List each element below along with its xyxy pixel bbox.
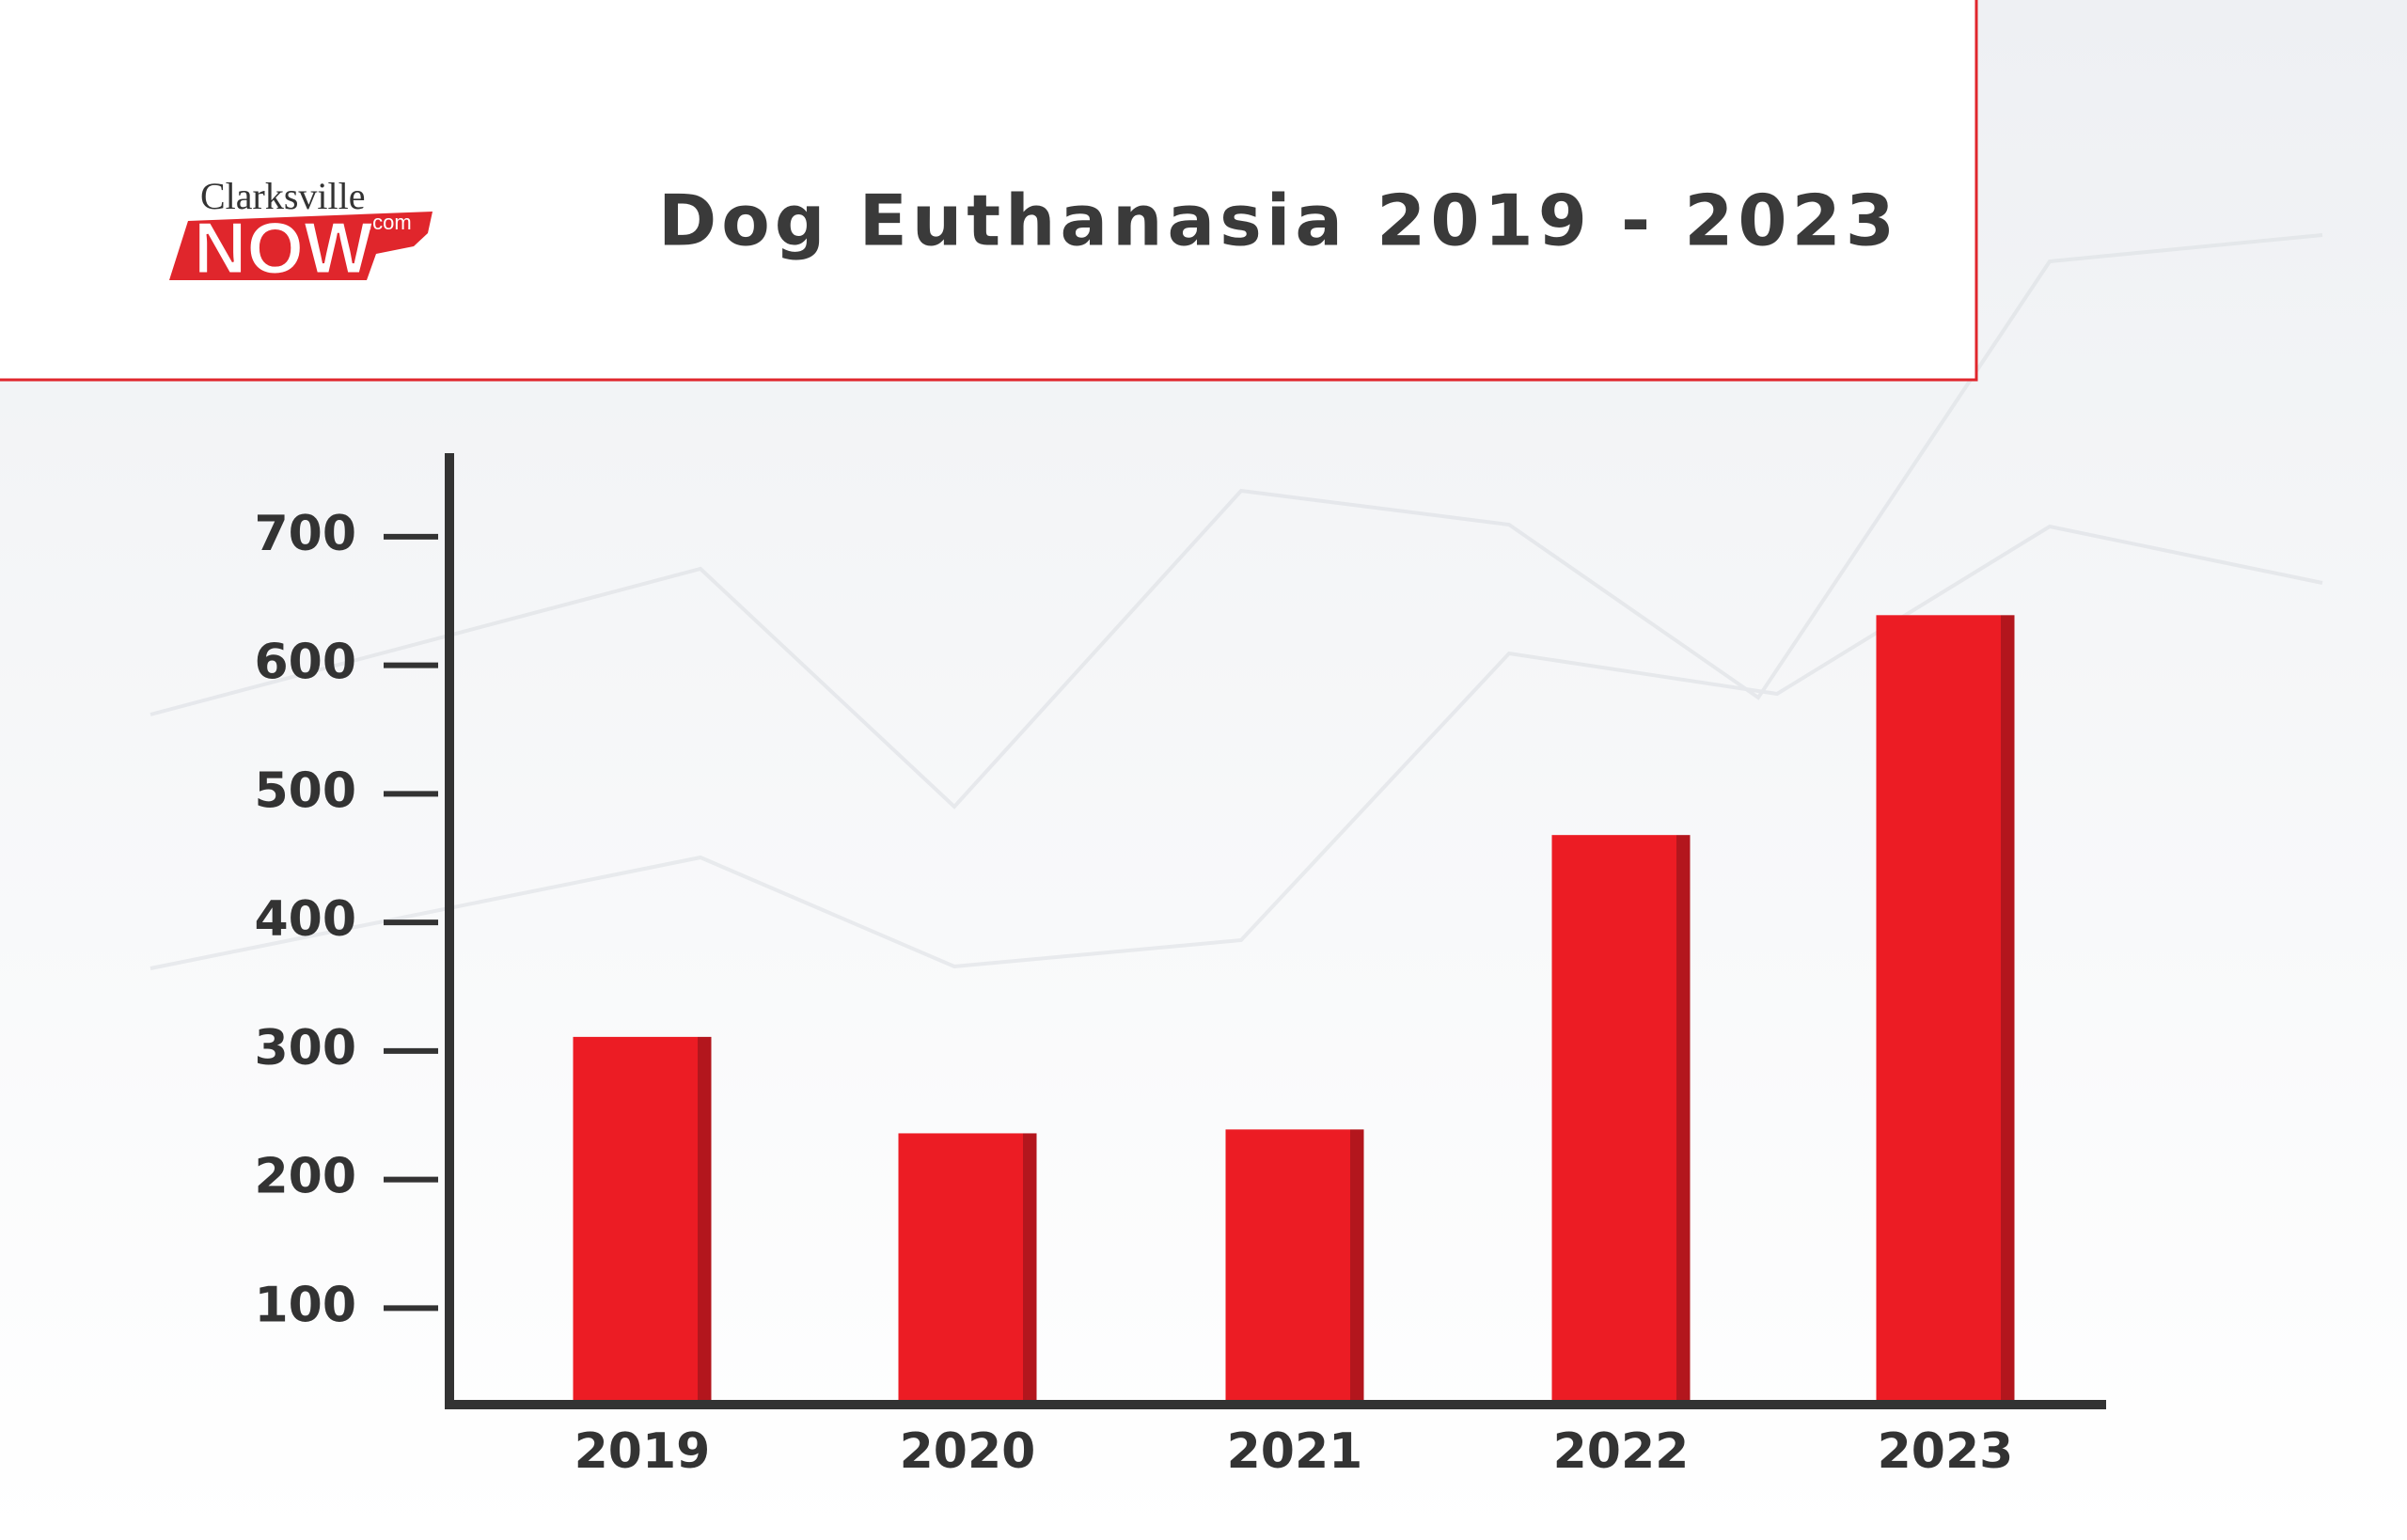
bar: [1551, 835, 1691, 1405]
bar: [1225, 1129, 1364, 1405]
x-tick-label: 2020: [900, 1423, 1036, 1480]
x-tick-label: 2022: [1553, 1423, 1690, 1480]
y-tick-label: 600: [254, 635, 356, 691]
y-tick-label: 500: [254, 762, 356, 819]
x-tick-label: 2019: [574, 1423, 711, 1480]
y-tick-label: 400: [254, 891, 356, 948]
y-tick-label: 300: [254, 1020, 356, 1076]
y-tick-label: 700: [254, 506, 356, 562]
y-tick-label: 200: [254, 1149, 356, 1205]
header-box: [0, 0, 1978, 382]
x-tick-label: 2023: [1878, 1423, 2014, 1480]
chart-title: Dog Euthanasia 2019 - 2023: [658, 180, 1899, 262]
bar: [573, 1036, 712, 1405]
logo-suffix: .com: [367, 211, 412, 234]
logo-shape: [169, 212, 433, 280]
logo-main: NOW: [194, 207, 373, 290]
bar: [1876, 615, 2015, 1405]
bar: [898, 1133, 1037, 1405]
y-tick-label: 100: [254, 1277, 356, 1333]
background-decoration: [149, 233, 2323, 970]
logo-name: Clarksville: [200, 175, 366, 217]
logo: Clarksville NOW .com: [169, 175, 433, 291]
x-tick-label: 2021: [1227, 1423, 1363, 1480]
